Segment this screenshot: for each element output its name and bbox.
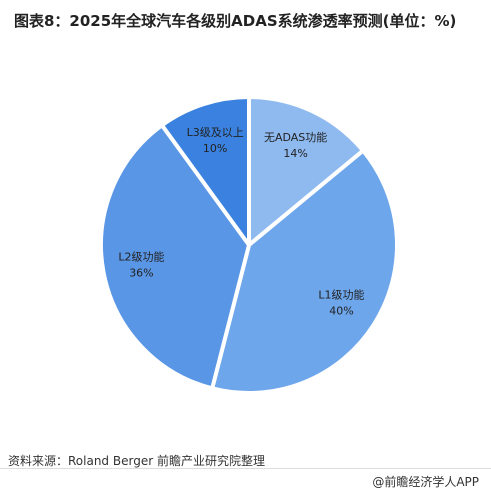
value-label: 40% xyxy=(329,305,353,318)
slice-label: L2级功能 xyxy=(118,250,164,264)
value-label: 10% xyxy=(203,142,227,155)
divider xyxy=(0,468,491,469)
slice-label: L3级及以上 xyxy=(187,126,244,139)
pie-slice xyxy=(99,123,251,391)
value-label: 36% xyxy=(129,267,153,280)
pie-slice xyxy=(247,95,366,247)
pie-slice xyxy=(210,148,399,395)
source-note: 资料来源：Roland Berger 前瞻产业研究院整理 xyxy=(8,454,265,468)
pie-slice xyxy=(160,95,251,247)
footer: @前瞻经济学人APP xyxy=(372,475,479,489)
slice-label: 无ADAS功能 xyxy=(264,130,327,144)
chart-title: 图表8：2025年全球汽车各级别ADAS系统渗透率预测(单位：%) xyxy=(14,12,457,30)
value-label: 14% xyxy=(283,147,307,160)
slice-label: L1级功能 xyxy=(318,288,364,302)
